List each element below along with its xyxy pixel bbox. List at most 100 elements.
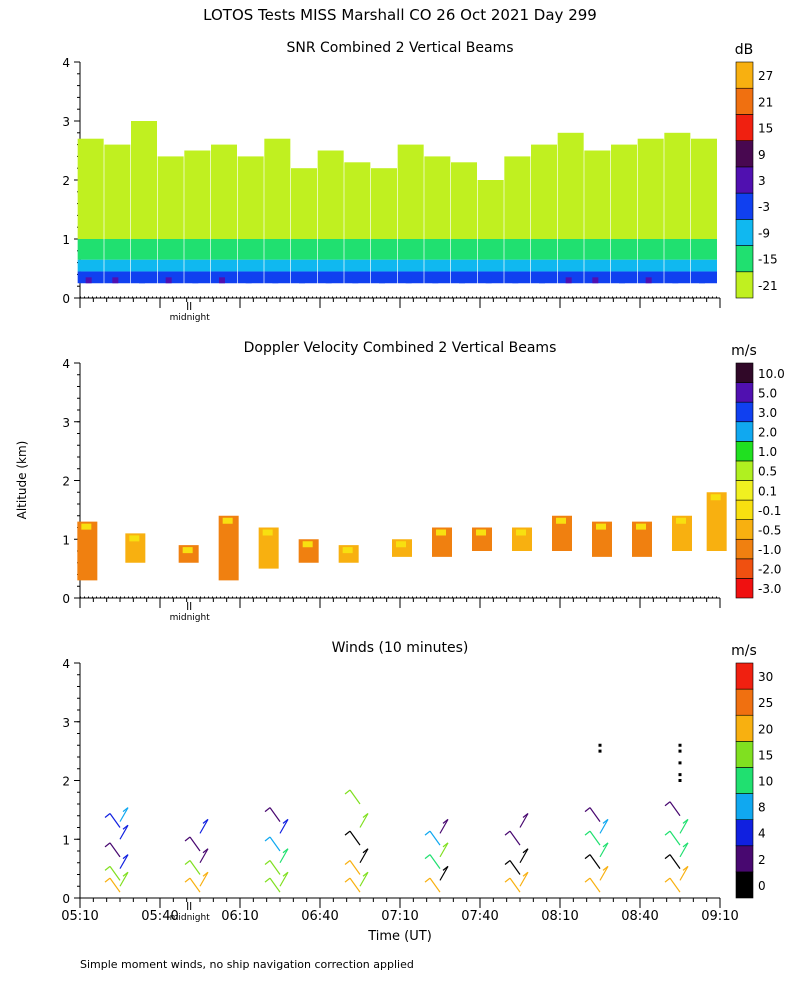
colorbar-swatch xyxy=(735,662,754,690)
snr-cell xyxy=(637,138,664,239)
doppler-cell-top xyxy=(636,523,646,530)
wind-barb xyxy=(359,813,369,828)
wind-barb xyxy=(519,848,529,864)
colorbar-swatch xyxy=(735,845,754,873)
snr-core xyxy=(192,277,199,284)
wind-barb-flag xyxy=(282,871,289,877)
snr-core xyxy=(165,277,172,284)
snr-cell xyxy=(504,259,531,272)
snr-cell xyxy=(664,259,691,272)
wind-barb xyxy=(269,807,281,822)
colorbar-swatch xyxy=(735,61,754,89)
wind-barb xyxy=(279,819,289,834)
wind-barb xyxy=(269,836,281,852)
snr-cell xyxy=(264,138,291,239)
snr-cell xyxy=(237,156,264,239)
colorbar-swatch xyxy=(735,519,754,540)
midnight-label: midnight xyxy=(170,313,211,323)
snr-cell xyxy=(531,239,557,260)
panels: SNR Combined 2 Vertical Beams 0 1 2 3 4 midnig… xyxy=(61,40,784,944)
snr-cell xyxy=(637,239,664,260)
snr-cell xyxy=(477,259,504,272)
doppler-cell xyxy=(632,521,652,557)
colorbar-label: 25 xyxy=(758,696,773,710)
wind-barb-flag xyxy=(682,842,689,848)
y-tick-label: 0 xyxy=(62,592,70,606)
wind-barb-flag xyxy=(104,865,111,871)
snr-cell xyxy=(264,259,291,272)
colorbar-label: 10 xyxy=(758,775,773,789)
wind-barb xyxy=(439,866,449,881)
x-tick-label: 08:40 xyxy=(621,909,658,924)
colorbar-label: 3.0 xyxy=(758,406,777,420)
snr-core xyxy=(272,277,279,284)
colorbar-swatch xyxy=(735,714,754,742)
colorbar-swatch xyxy=(735,558,754,579)
y-tick-label: 1 xyxy=(62,533,70,547)
colorbar-label: 1.0 xyxy=(758,445,777,459)
wind-barb-flag xyxy=(664,801,671,807)
snr-core xyxy=(85,277,92,284)
snr-core xyxy=(299,277,305,284)
snr-cell xyxy=(344,239,371,260)
colorbar-swatch xyxy=(735,441,754,462)
colorbar: m/s -3.0 -2.0 -1.0 -0.5 -0.1 0.1 0.5 1.0 2.0 3.0 5.… xyxy=(731,343,785,599)
colorbar-label: -21 xyxy=(758,279,778,293)
wind-barb-flag xyxy=(282,848,289,854)
snr-cell xyxy=(424,239,451,260)
wind-barb xyxy=(679,866,689,881)
wind-barb xyxy=(199,871,209,887)
snr-cell xyxy=(131,239,157,260)
colorbar-label: -0.5 xyxy=(758,523,781,537)
colorbar-label: -9 xyxy=(758,226,770,240)
wind-barb-flag xyxy=(344,877,351,883)
snr-core xyxy=(139,277,145,284)
snr-cell xyxy=(584,259,611,272)
wind-barb-flag xyxy=(602,865,609,871)
snr-cell xyxy=(557,239,584,260)
y-tick-label: 0 xyxy=(62,292,70,306)
wind-point xyxy=(678,779,682,782)
colorbar-swatch xyxy=(735,421,754,442)
snr-core xyxy=(592,277,599,284)
snr-cell xyxy=(317,259,344,272)
snr-cell xyxy=(424,156,451,239)
snr-core xyxy=(539,277,545,284)
wind-barb xyxy=(589,830,601,846)
wind-barb xyxy=(119,807,129,822)
doppler-cell-top xyxy=(476,529,486,536)
x-tick-label: 09:10 xyxy=(701,909,738,924)
wind-barb-flag xyxy=(664,877,671,883)
wind-barb xyxy=(119,824,129,840)
colorbar-swatch xyxy=(735,688,754,716)
colorbar-label: 2 xyxy=(758,853,766,867)
y-tick-label: 2 xyxy=(62,475,70,489)
colorbar-swatch xyxy=(735,767,754,794)
snr-cell xyxy=(317,239,344,260)
snr-core xyxy=(405,277,412,284)
doppler-cell-top xyxy=(556,517,566,524)
wind-barb xyxy=(429,854,441,869)
wind-barb-flag xyxy=(664,854,671,860)
wind-barb xyxy=(679,842,689,858)
y-tick-label: 1 xyxy=(62,233,70,247)
snr-cell xyxy=(344,259,371,272)
snr-cell xyxy=(211,144,237,239)
wind-barb-flag xyxy=(122,854,129,860)
snr-core xyxy=(245,277,252,284)
wind-barb xyxy=(349,789,361,805)
colorbar-swatch xyxy=(735,578,754,599)
x-tick-label: 05:40 xyxy=(141,909,178,924)
colorbar-label: -15 xyxy=(758,253,778,267)
colorbar-label: 0.1 xyxy=(758,484,777,498)
wind-barb-flag xyxy=(442,842,449,848)
colorbar-label: 15 xyxy=(758,122,773,136)
snr-cell xyxy=(371,259,397,272)
colorbar-swatch xyxy=(735,362,754,383)
snr-profiles xyxy=(77,121,717,284)
snr-core xyxy=(512,277,519,284)
footnote: Simple moment winds, no ship navigation … xyxy=(80,958,414,971)
colorbar-label: 20 xyxy=(758,722,773,736)
wind-barb-flag xyxy=(442,818,449,824)
